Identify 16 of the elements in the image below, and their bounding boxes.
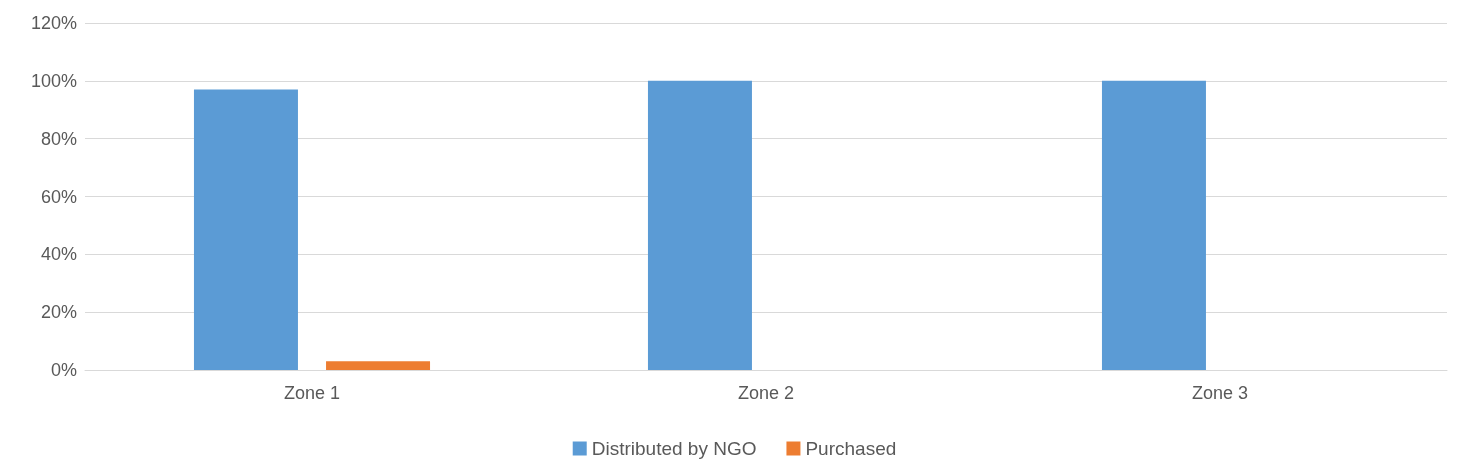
y-tick-label: 80% bbox=[40, 128, 77, 149]
y-tick-label: 0% bbox=[50, 360, 77, 380]
legend-label: Purchased bbox=[805, 438, 897, 459]
y-tick-label: 120% bbox=[30, 13, 77, 33]
x-tick-label: Zone 2 bbox=[737, 383, 795, 403]
bar bbox=[326, 361, 431, 370]
legend-label: Distributed by NGO bbox=[591, 438, 757, 459]
y-tick-label: 20% bbox=[40, 302, 77, 323]
y-tick-label: 40% bbox=[40, 244, 77, 265]
x-tick-label: Zone 3 bbox=[1191, 383, 1249, 403]
bar bbox=[647, 80, 752, 370]
y-tick-label: 100% bbox=[30, 70, 77, 91]
y-tick-label: 60% bbox=[40, 186, 77, 207]
bar bbox=[1101, 80, 1206, 370]
x-tick-label: Zone 1 bbox=[283, 383, 341, 403]
bar bbox=[193, 89, 298, 370]
